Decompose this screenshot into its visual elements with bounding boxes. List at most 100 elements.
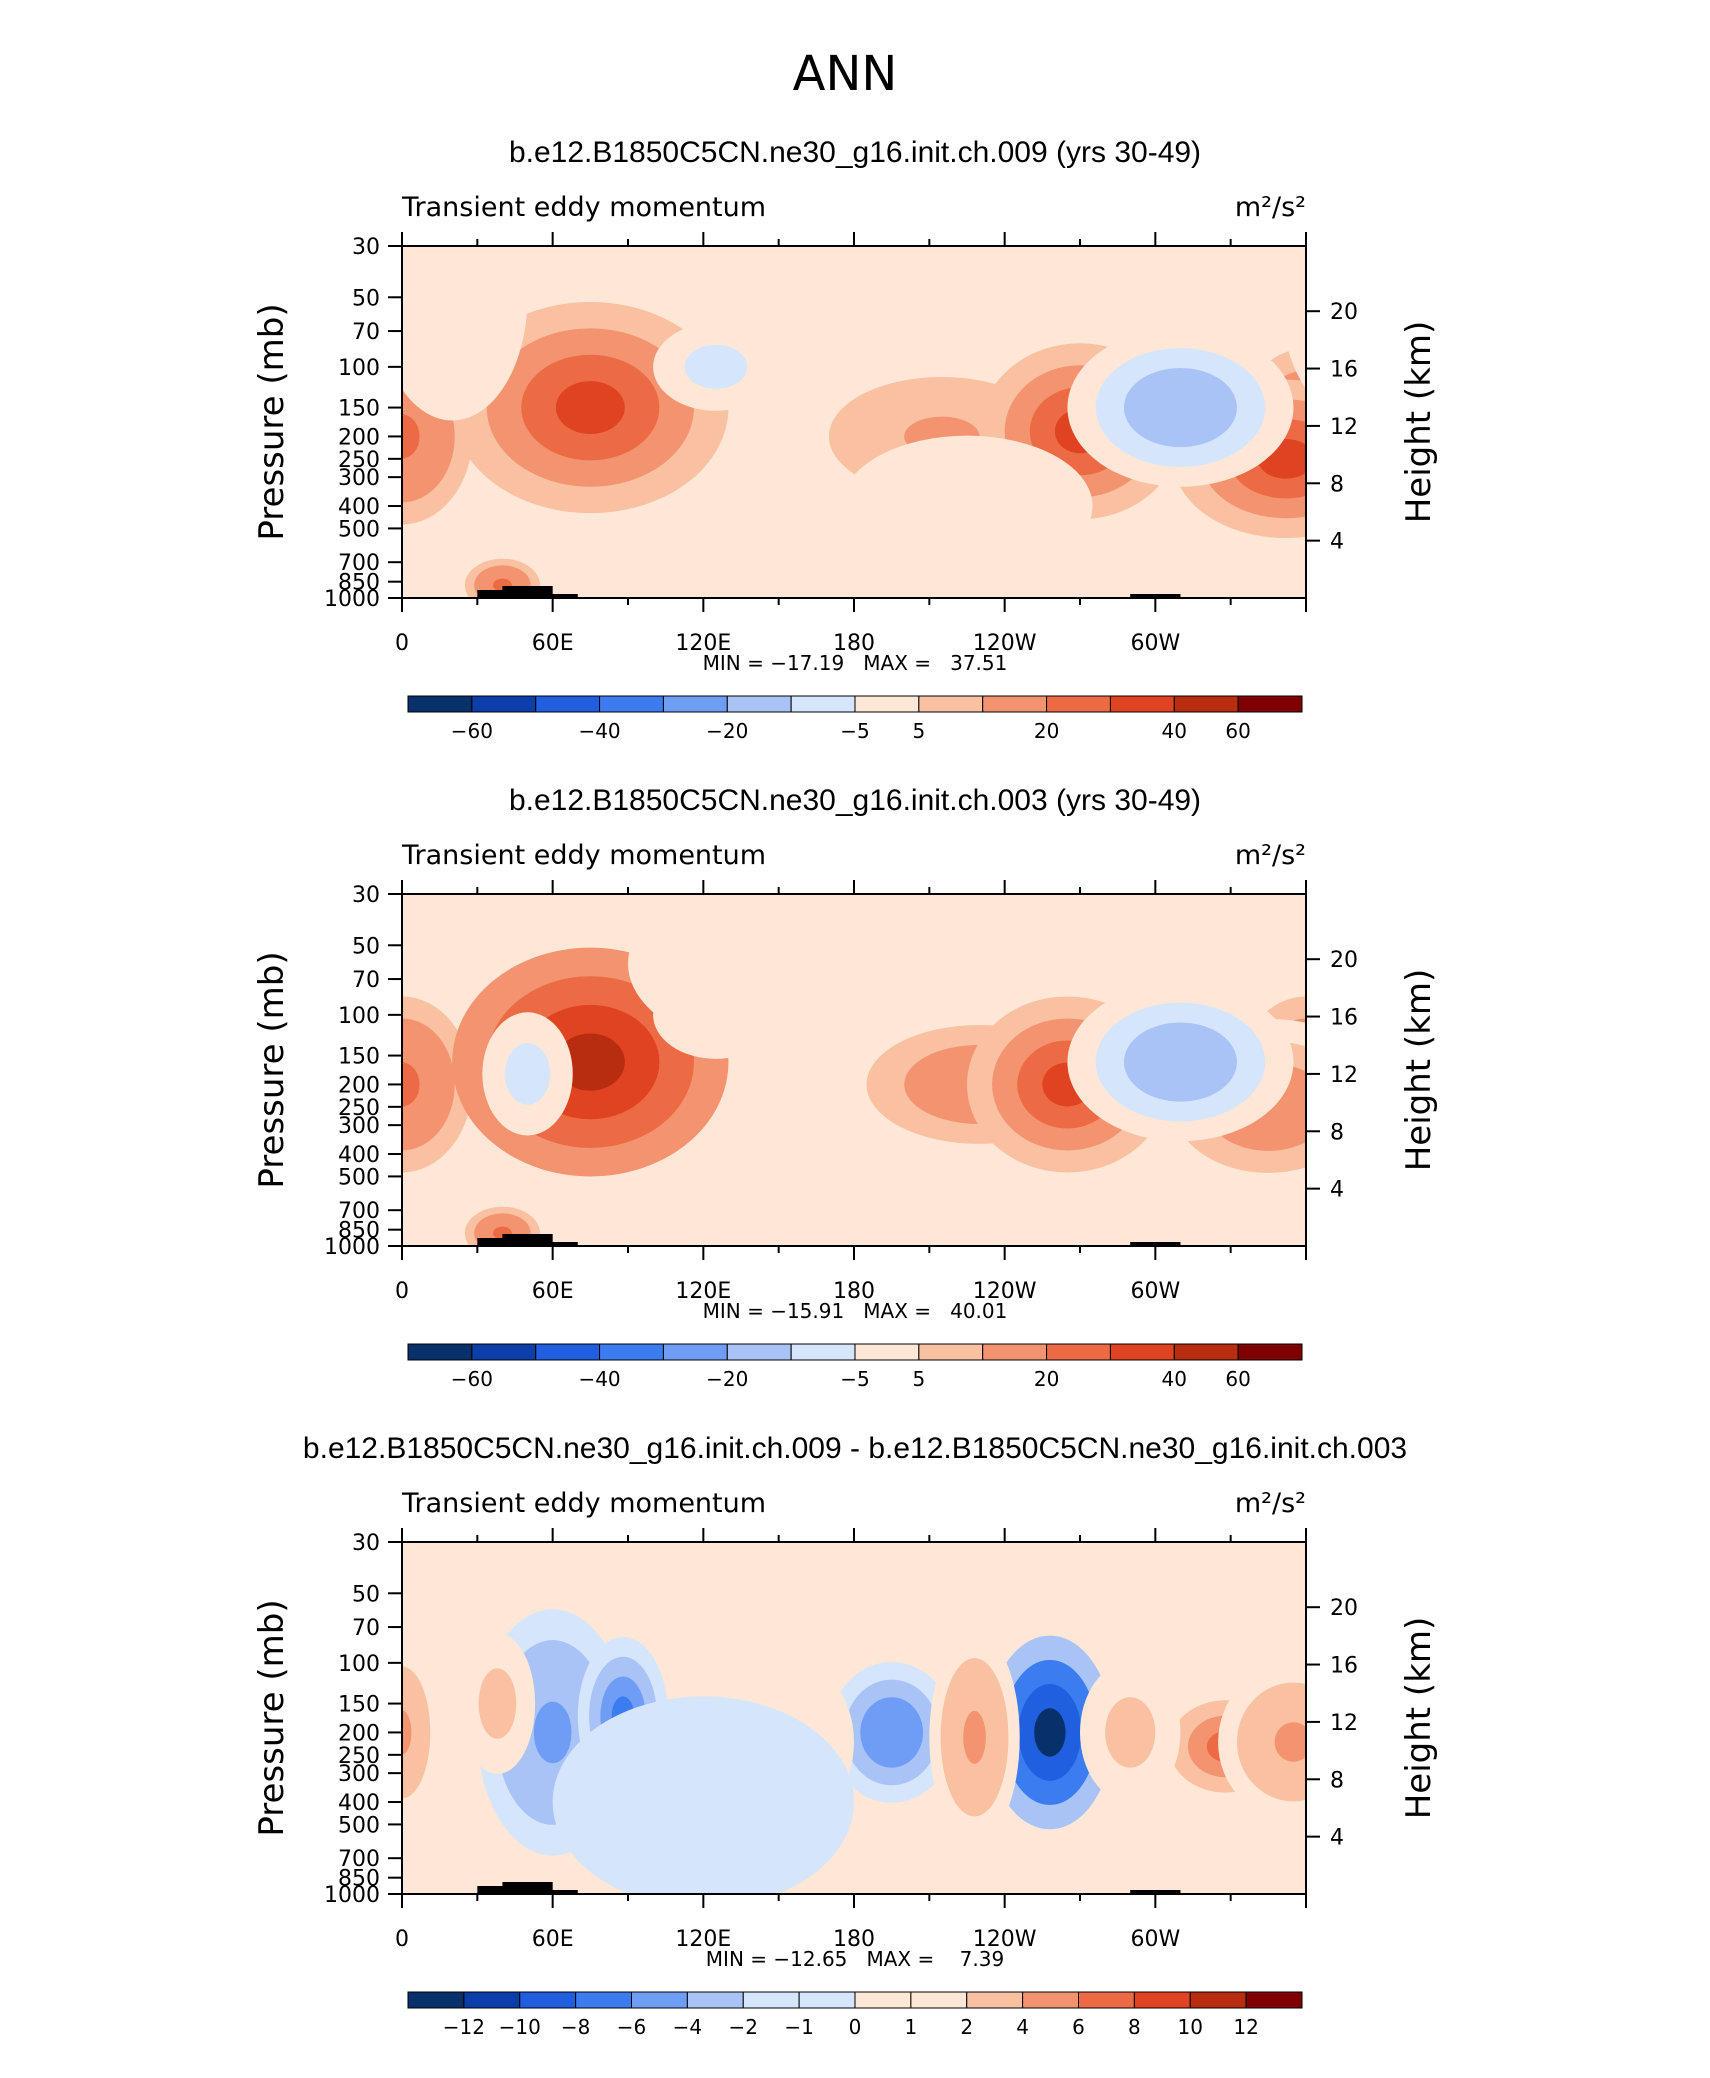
colorbar-swatch (1046, 1343, 1111, 1361)
y-tick-right-label: 8 (1330, 472, 1344, 497)
y-tick-label: 70 (352, 968, 380, 993)
colorbar-swatch (631, 1991, 688, 2009)
y-tick-label: 100 (338, 1652, 380, 1677)
colorbar-swatch (471, 695, 537, 713)
topography (1130, 1890, 1181, 1894)
y-tick-label: 850 (338, 1219, 380, 1244)
topography (1130, 594, 1181, 598)
colorbar-label: −5 (840, 1367, 869, 1391)
x-tick-label: 0 (395, 1279, 409, 1304)
y-tick-label: 700 (338, 1199, 380, 1224)
x-tick-label: 180 (833, 1927, 875, 1952)
colorbar-label: −2 (729, 2015, 758, 2039)
colorbar-label: −12 (443, 2015, 485, 2039)
colorbar-swatch (982, 695, 1048, 713)
colorbar-swatch (519, 1991, 577, 2009)
colorbar-label: −40 (578, 719, 620, 743)
contour-fills (402, 236, 1394, 598)
contour-blob (555, 1033, 625, 1091)
colorbar-swatch (535, 695, 601, 713)
colorbar-swatch (726, 1343, 792, 1361)
y-tick-label: 500 (338, 517, 380, 542)
colorbar-label: −20 (706, 1367, 748, 1391)
colorbar-swatch (918, 695, 984, 713)
panel-title: b.e12.B1850C5CN.ne30_g16.init.ch.009 (yr… (509, 136, 1201, 169)
y-tick-label: 50 (352, 1582, 380, 1607)
y-tick-label: 250 (338, 1744, 380, 1769)
colorbar-label: 10 (1178, 2015, 1203, 2039)
y-tick-label: 1000 (324, 1235, 380, 1260)
y-tick-label: 150 (338, 1693, 380, 1718)
min-max-stats: MIN = −15.91 MAX = 40.01 (703, 1299, 1008, 1323)
y-tick-label: 850 (338, 1867, 380, 1892)
colorbar-swatch (1022, 1991, 1079, 2009)
panel-title: b.e12.B1850C5CN.ne30_g16.init.ch.003 (yr… (509, 784, 1201, 817)
y-axis-label: Pressure (mb) (252, 951, 292, 1188)
colorbar-label: −4 (673, 2015, 702, 2039)
colorbar-swatch (1237, 695, 1303, 713)
y-tick-label: 150 (338, 1045, 380, 1070)
colorbar-label: −6 (617, 2015, 646, 2039)
y-tick-label: 70 (352, 1616, 380, 1641)
contour-fills (402, 894, 1306, 1246)
colorbar-label: −40 (578, 1367, 620, 1391)
contour-blob (1152, 387, 1209, 428)
colorbar-swatch (1133, 1991, 1191, 2009)
colorbar-swatch (726, 695, 792, 713)
y-tick-label: 30 (352, 235, 380, 260)
y-tick-right-label: 8 (1330, 1120, 1344, 1145)
colorbar-swatch (1173, 695, 1239, 713)
contour-blob (555, 381, 625, 434)
contour-blob (488, 1685, 507, 1722)
colorbar-swatch (854, 695, 920, 713)
y-tick-label: 1000 (324, 587, 380, 612)
colorbar-label: 5 (912, 1367, 925, 1391)
colorbar-swatch (1189, 1991, 1247, 2009)
colorbar: −60 −40 −20 −5 5 20 40 60 (407, 695, 1303, 743)
contour-blob (700, 355, 732, 378)
colorbar-swatch (854, 1343, 920, 1361)
y-tick-label: 700 (338, 551, 380, 576)
colorbar-swatch (575, 1991, 632, 2009)
colorbar-swatch (407, 1343, 473, 1361)
colorbar-label: −20 (706, 719, 748, 743)
x-tick-label: 0 (395, 631, 409, 656)
contour-blob (1299, 254, 1306, 340)
y-tick-label: 150 (338, 397, 380, 422)
contour-blob (533, 1701, 572, 1764)
x-tick-label: 180 (833, 1279, 875, 1304)
colorbar-swatch (910, 1991, 968, 2009)
y-tick-label: 500 (338, 1813, 380, 1838)
panel-subtitle: Transient eddy momentum (401, 840, 766, 871)
y-tick-label: 1000 (324, 1883, 380, 1908)
y-tick-label: 700 (338, 1847, 380, 1872)
figure-title: ANN (793, 46, 898, 102)
panel-2: b.e12.B1850C5CN.ne30_g16.init.ch.003 (yr… (252, 784, 1439, 1391)
colorbar-swatch (463, 1991, 521, 2009)
y-tick-right-label: 20 (1330, 1596, 1358, 1621)
contour-blob (1319, 236, 1394, 359)
colorbar-label: 2 (960, 2015, 973, 2039)
y-tick-label: 400 (338, 1143, 380, 1168)
colorbar-swatch (662, 695, 728, 713)
contour-blob (402, 414, 420, 459)
contour-blob (1034, 1708, 1066, 1757)
colorbar-swatch (1109, 1343, 1175, 1361)
contour-blob (1117, 1714, 1143, 1751)
colorbar-swatch (790, 1343, 856, 1361)
y-tick-label: 200 (338, 425, 380, 450)
contour-blob (1280, 246, 1306, 390)
colorbar-swatch (918, 1343, 984, 1361)
colorbar-label: 6 (1072, 2015, 1085, 2039)
contour-blob (402, 1710, 412, 1755)
y-tick-right-label: 12 (1330, 1711, 1358, 1736)
contour-blob (402, 1062, 420, 1107)
x-tick-label: 60W (1130, 1927, 1180, 1952)
y-tick-label: 200 (338, 1073, 380, 1098)
x-tick-label: 120E (675, 631, 731, 656)
y-tick-label: 100 (338, 1004, 380, 1029)
x-tick-label: 0 (395, 1927, 409, 1952)
contour-blob (433, 266, 472, 329)
min-max-stats: MIN = −12.65 MAX = 7.39 (706, 1947, 1004, 1971)
